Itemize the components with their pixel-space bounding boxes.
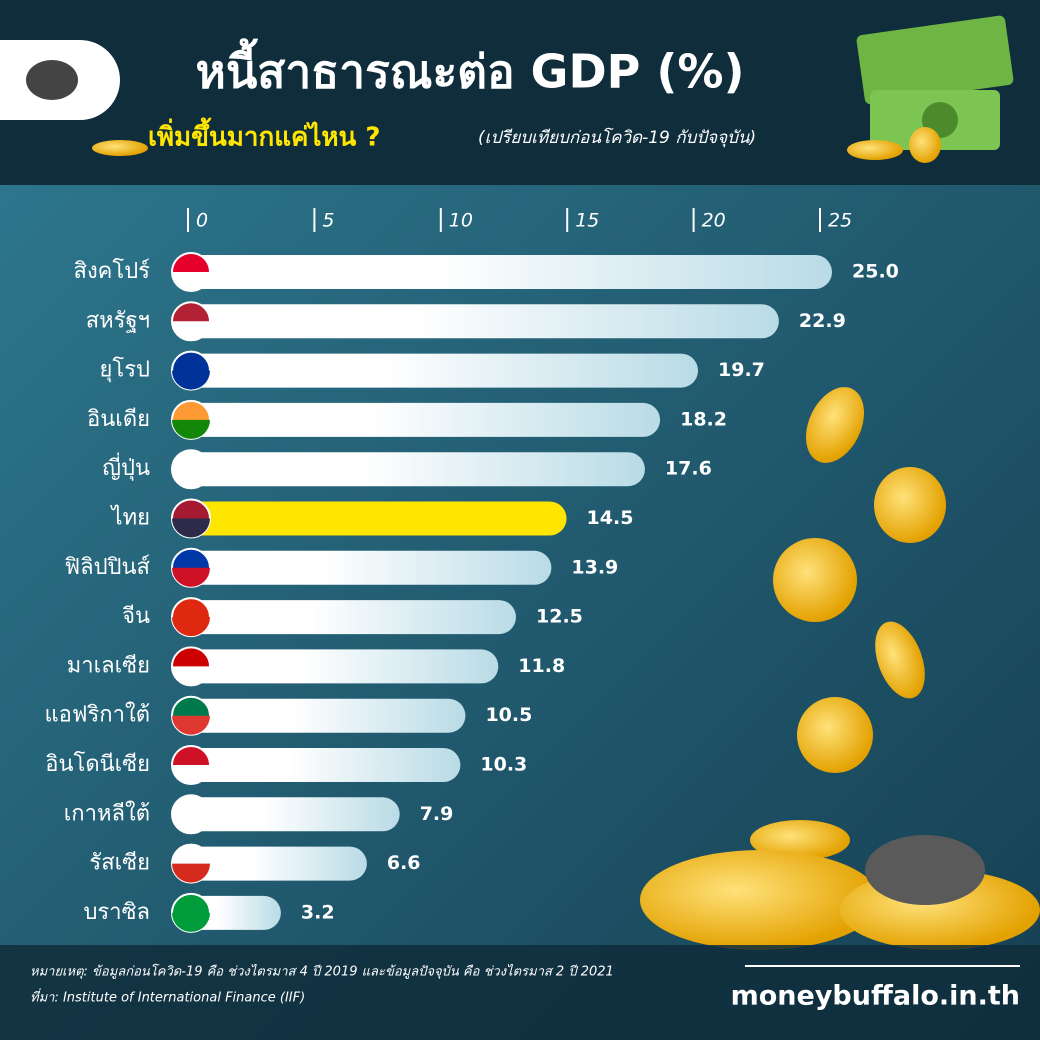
flag-detail <box>172 666 210 686</box>
value-label: 19.7 <box>718 359 765 381</box>
value-label: 11.8 <box>518 655 565 677</box>
plot-area: 0 5 10 15 20 25 สิงคโปร์ 25.0 สหรัฐฯ 22.9 ยุโรป 19.… <box>45 208 899 933</box>
bar <box>175 748 461 782</box>
value-label: 18.2 <box>680 408 727 430</box>
value-label: 17.6 <box>665 458 712 480</box>
bar <box>175 797 400 832</box>
flag-detail <box>172 814 210 834</box>
bar <box>175 550 552 585</box>
flag-detail <box>172 518 210 538</box>
y-tick-label: มาเลเซีย <box>67 653 150 678</box>
y-tick-label: เกาหลีใต้ <box>64 800 150 826</box>
bar <box>175 402 661 437</box>
x-tick-label: 20 <box>702 210 726 232</box>
coin-decoration <box>640 387 1040 950</box>
footnote: ที่มา: Institute of International Financ… <box>30 988 305 1006</box>
x-tick-label: 10 <box>449 210 473 232</box>
y-tick-label: สิงคโปร์ <box>74 258 151 284</box>
chart-title: หนี้สาธารณะต่อ GDP (%) <box>196 38 745 99</box>
bar <box>175 255 832 289</box>
flag-detail <box>172 567 210 587</box>
flag-detail <box>172 765 210 784</box>
flag-detail <box>172 321 210 341</box>
x-tick-label: 0 <box>196 210 208 232</box>
value-label: 13.9 <box>571 556 618 578</box>
flag-detail <box>172 863 210 883</box>
y-tick-label: ญี่ปุ่น <box>102 452 150 481</box>
y-tick-label: แอฟริกาใต้ <box>45 702 151 728</box>
y-tick-label: ไทย <box>110 505 150 531</box>
value-label: 7.9 <box>420 803 454 825</box>
y-tick-label: อินเดีย <box>87 407 150 432</box>
y-tick-label: รัสเซีย <box>89 851 150 876</box>
y-tick-label: บราซิล <box>83 900 150 925</box>
flag-detail <box>172 469 210 489</box>
y-tick-label: ยุโรป <box>100 357 151 383</box>
bar <box>175 698 466 733</box>
money-decoration <box>92 15 1014 163</box>
bar <box>175 304 779 339</box>
value-label: 12.5 <box>536 606 583 628</box>
logo-icon <box>26 60 78 100</box>
value-label: 10.3 <box>480 754 527 776</box>
x-tick-label: 15 <box>575 210 599 232</box>
x-tick-label: 5 <box>322 210 334 232</box>
flag-detail <box>172 419 210 439</box>
footer-band <box>0 945 1040 1040</box>
value-label: 14.5 <box>587 507 634 529</box>
bar <box>175 649 499 684</box>
value-label: 3.2 <box>301 901 335 923</box>
value-label: 10.5 <box>485 704 532 726</box>
y-tick-label: จีน <box>122 604 150 629</box>
bar <box>175 600 516 635</box>
value-label: 6.6 <box>387 852 421 874</box>
flag-detail <box>172 715 210 735</box>
x-tick-label: 25 <box>828 210 852 232</box>
value-label: 25.0 <box>852 261 899 283</box>
flag-detail <box>172 272 210 291</box>
value-label: 22.9 <box>799 310 846 332</box>
bar <box>175 452 645 487</box>
brand: moneybuffalo.in.th <box>731 981 1020 1012</box>
y-tick-label: ฟิลิปปินส์ <box>65 555 151 580</box>
bar <box>175 353 699 388</box>
bar <box>175 846 367 881</box>
bar <box>175 501 567 536</box>
subtitle-note: (เปรียบเทียบก่อนโควิด-19 กับปัจจุบัน) <box>478 127 756 148</box>
y-tick-label: อินโดนีเซีย <box>45 751 150 777</box>
chart-subtitle: เพิ่มขึ้นมากแค่ไหน ? <box>148 117 380 153</box>
flag-detail <box>172 617 210 637</box>
y-tick-label: สหรัฐฯ <box>86 308 150 333</box>
flag-detail <box>172 912 210 932</box>
footnote: หมายเหตุ: ข้อมูลก่อนโควิด-19 คือ ช่วงไตร… <box>30 964 614 980</box>
flag-detail <box>172 370 210 390</box>
